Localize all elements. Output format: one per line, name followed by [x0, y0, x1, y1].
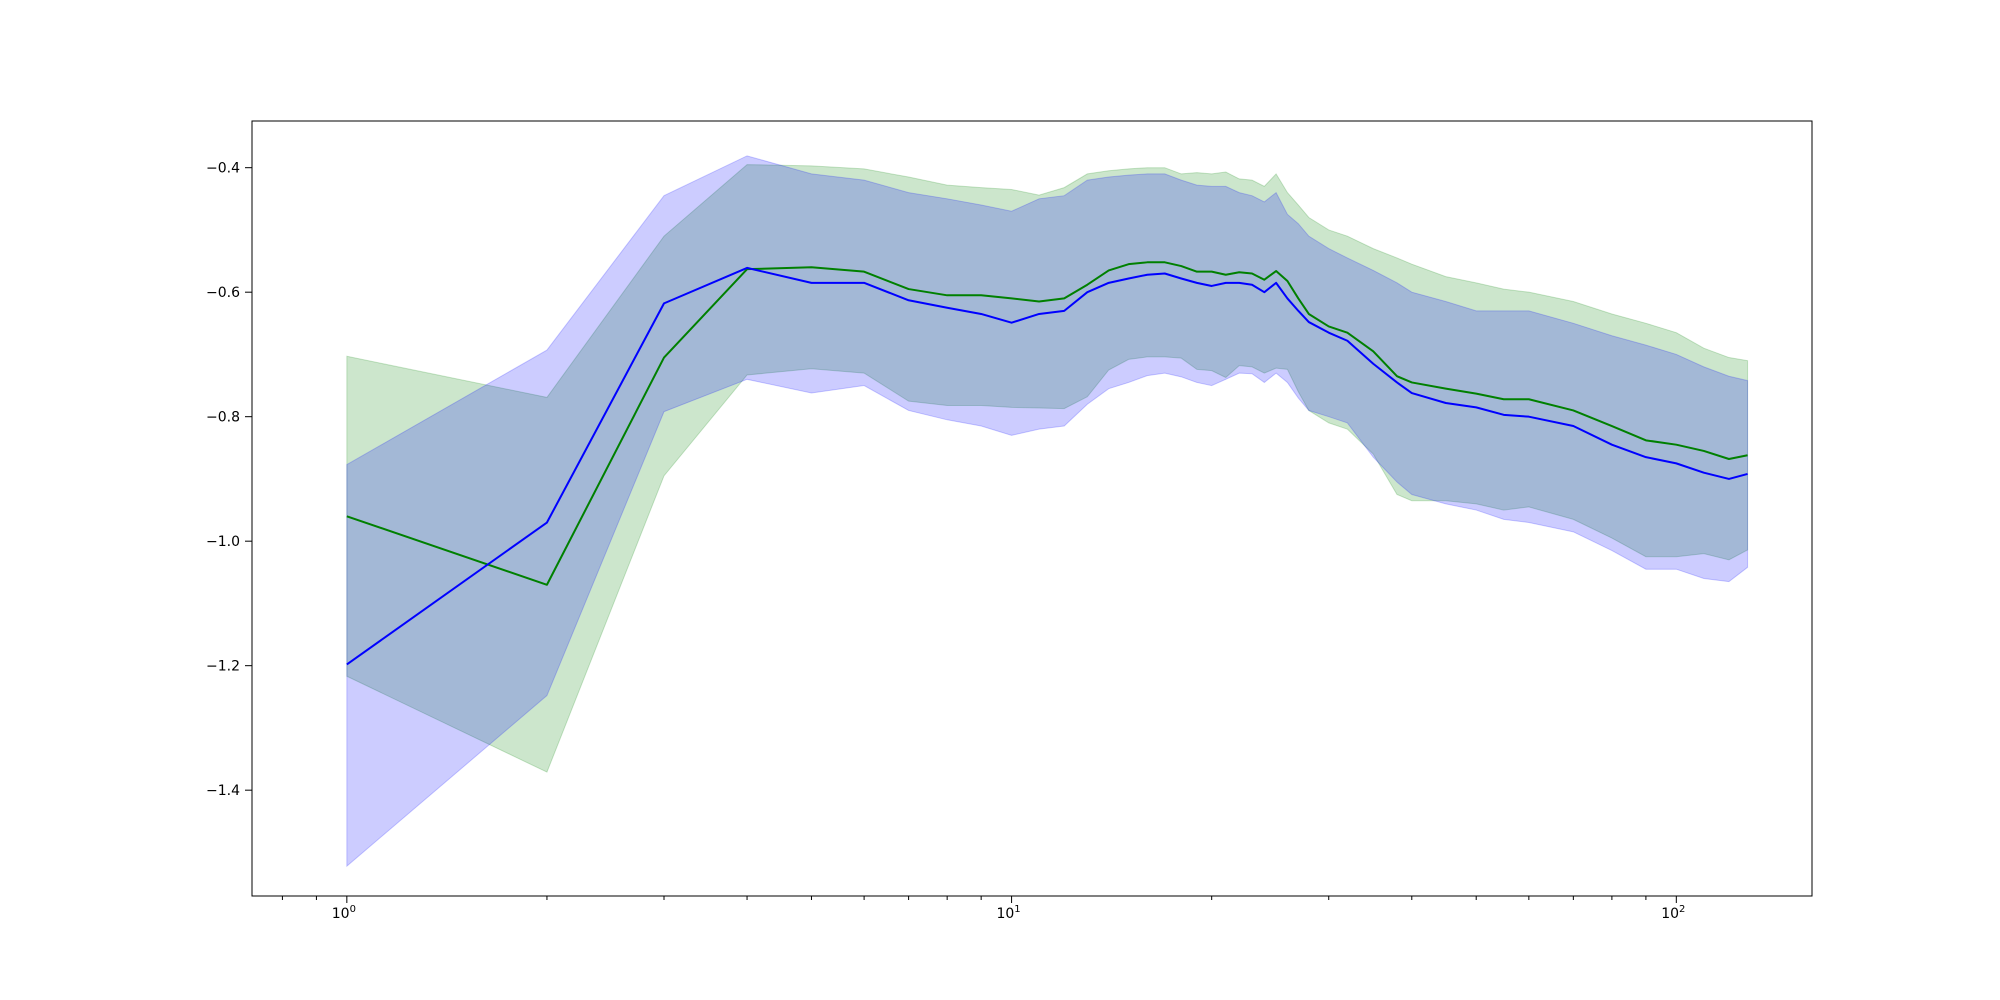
- plot-frame: [251, 120, 1813, 897]
- series-2-line: [346, 266, 1748, 666]
- x-tick-label: 102: [1661, 904, 1685, 922]
- series-lines: [346, 261, 1748, 666]
- confidence-bands: [346, 155, 1749, 868]
- series-2-band: [346, 155, 1749, 868]
- y-axis: −0.4 −0.6 −0.8 −1.0 −1.2 −1.4: [206, 161, 252, 799]
- x-tick-label: 101: [996, 904, 1020, 922]
- y-tick-label: −0.6: [206, 285, 240, 301]
- series-1-band: [346, 164, 1749, 773]
- y-tick-label: −1.0: [206, 534, 240, 550]
- y-tick-label: −0.4: [206, 161, 240, 177]
- series-1-line: [346, 261, 1748, 586]
- y-tick-label: −1.4: [206, 783, 240, 799]
- y-tick-label: −1.2: [206, 659, 240, 675]
- x-tick-label: 100: [332, 904, 356, 922]
- x-axis: 100 101 102: [281, 896, 1685, 922]
- y-tick-label: −0.8: [206, 410, 240, 426]
